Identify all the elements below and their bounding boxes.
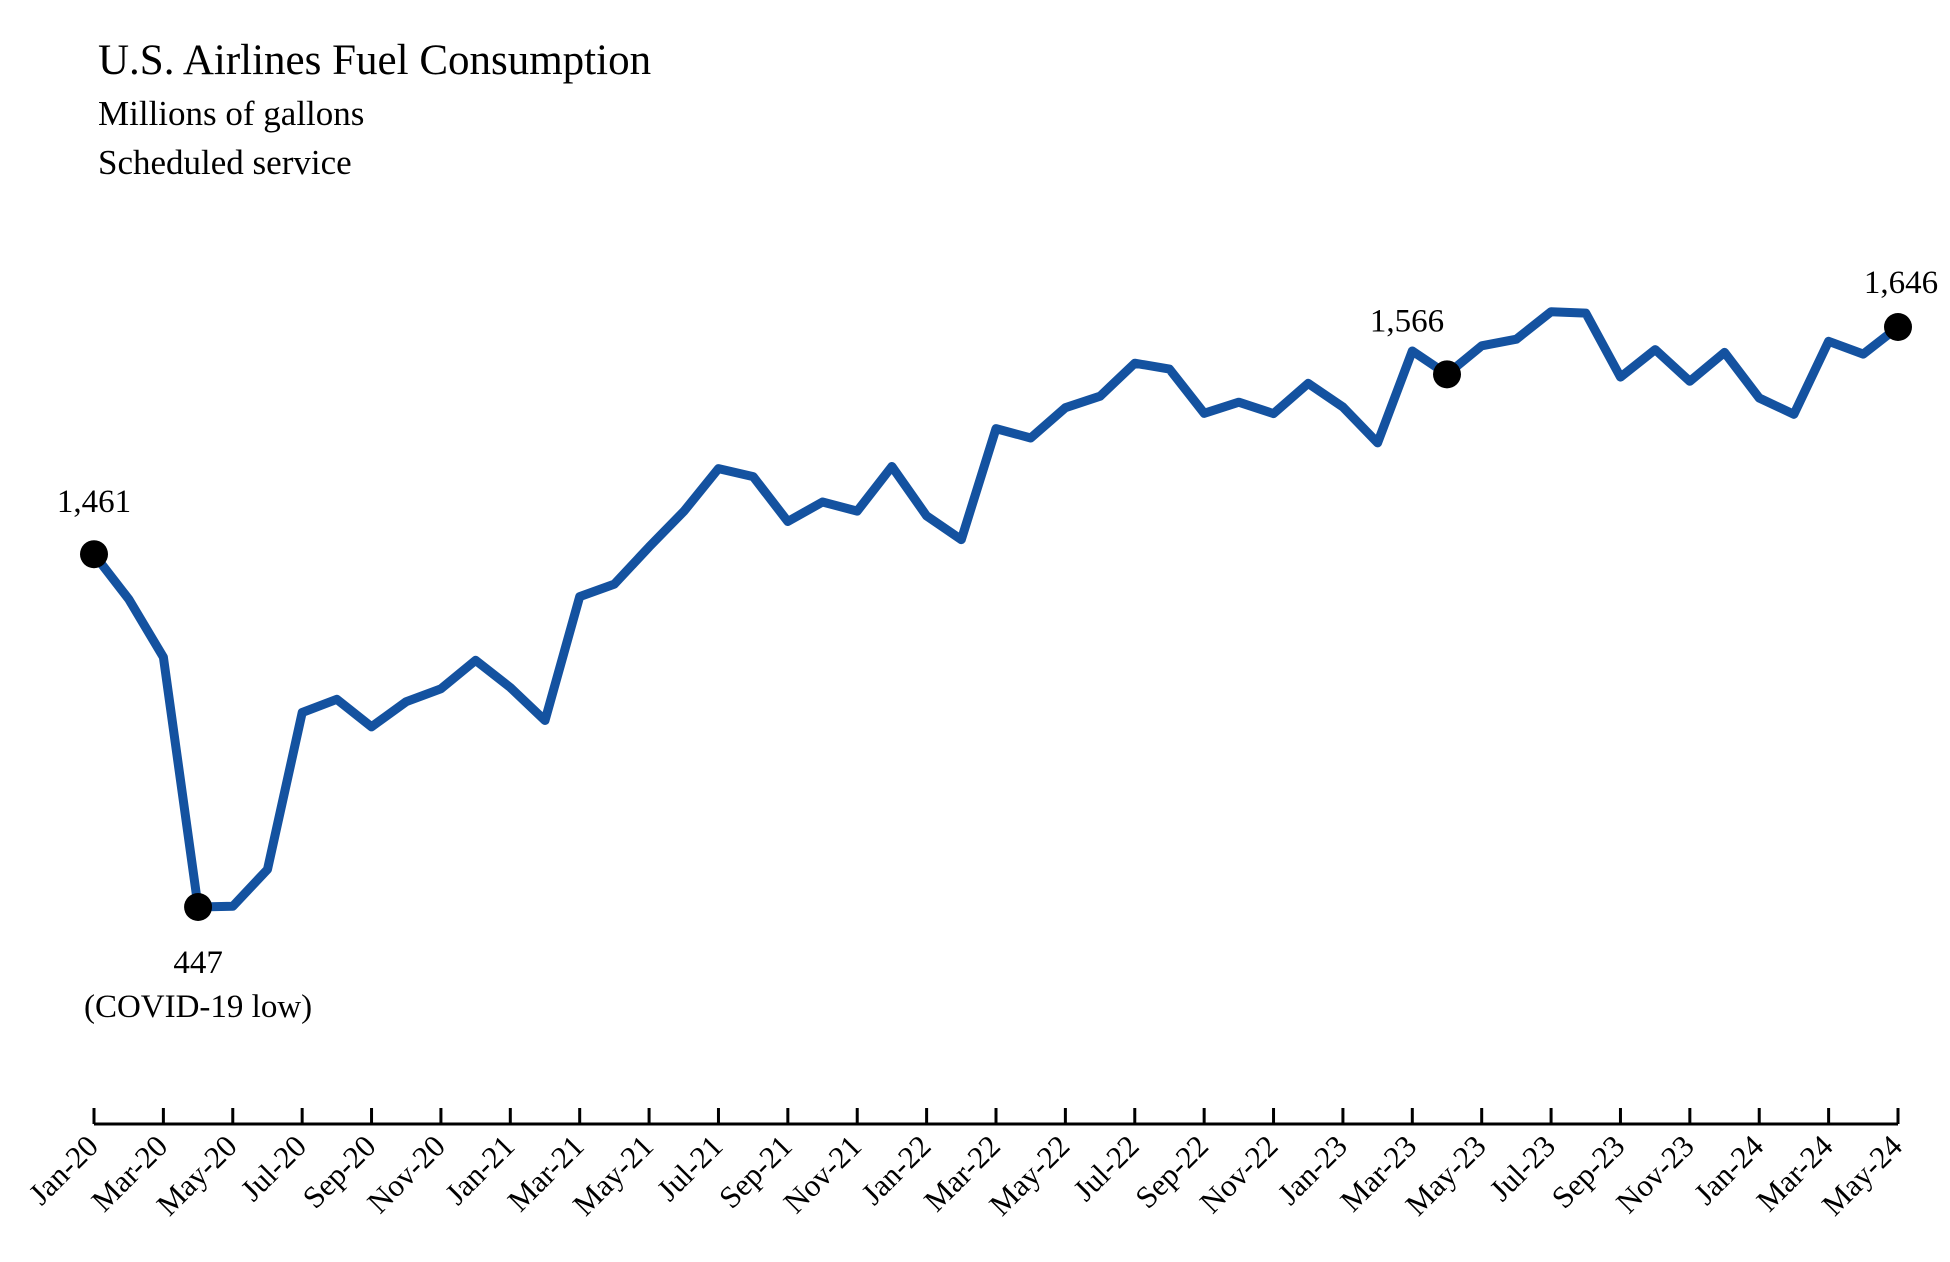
value-annotation: 1,646 — [1864, 265, 1938, 301]
value-annotation: 447 — [173, 945, 223, 981]
marker-layer — [80, 313, 1912, 921]
x-tick-label: Nov-20 — [360, 1128, 452, 1220]
value-annotation: 1,461 — [57, 484, 131, 520]
highlight-marker — [184, 893, 213, 921]
chart-title: U.S. Airlines Fuel Consumption — [98, 37, 651, 84]
x-tick-label: May-24 — [1815, 1128, 1910, 1223]
value-annotation: 1,566 — [1370, 303, 1444, 339]
highlight-marker — [1884, 313, 1912, 341]
highlight-marker — [1433, 360, 1461, 389]
x-tick-label: Nov-22 — [1193, 1128, 1285, 1220]
x-axis: Jan-20Mar-20May-20Jul-20Sep-20Nov-20Jan-… — [22, 1108, 1910, 1223]
highlight-marker — [80, 540, 108, 569]
annotation-note: (COVID-19 low) — [84, 989, 312, 1025]
series-line — [89, 307, 1903, 912]
x-tick-label: Nov-21 — [776, 1128, 868, 1220]
chart-subtitle-units: Millions of gallons — [98, 94, 364, 133]
series-layer — [89, 307, 1903, 912]
annotation-layer: 1,461 447 (COVID-19 low) 1,566 1,646 — [57, 265, 1938, 1025]
x-tick-label: Nov-23 — [1609, 1128, 1701, 1220]
chart-subtitle-service: Scheduled service — [98, 143, 352, 182]
